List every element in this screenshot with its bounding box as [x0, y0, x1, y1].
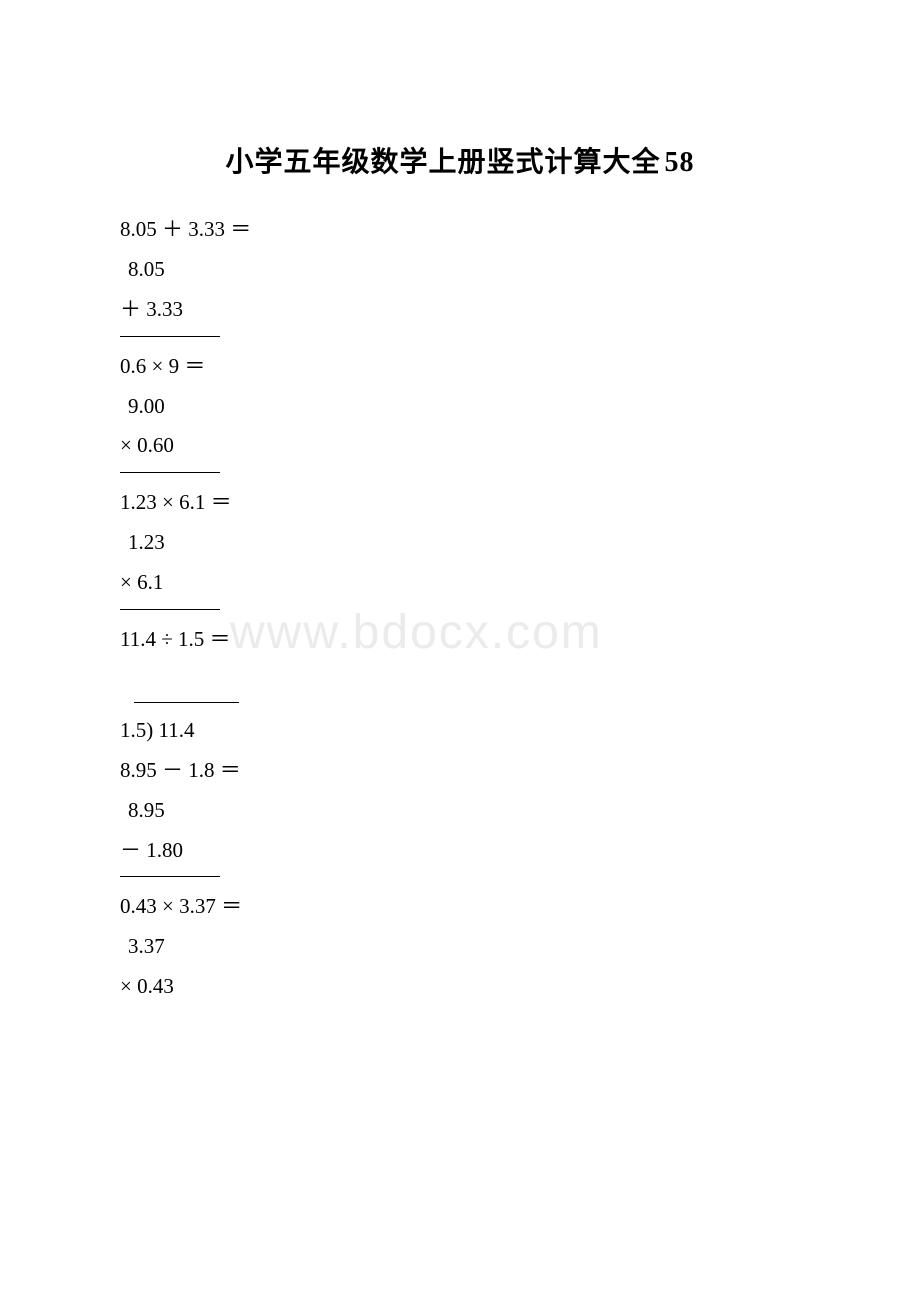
problem-operand1: 9.00 — [120, 387, 800, 427]
problem-block: 1.23 × 6.1 ＝ 1.23 × 6.1 — [120, 483, 800, 610]
problem-expression: 1.23 × 6.1 ＝ — [120, 483, 800, 523]
problem-block: 0.43 × 3.37 ＝ 3.37 × 0.43 — [120, 887, 800, 1007]
problem-operand1: 3.37 — [120, 927, 800, 967]
calculation-rule — [134, 702, 239, 703]
problem-block: 8.05 ＋ 3.33 ＝ 8.05 ＋ 3.33 — [120, 210, 800, 337]
document-content: 小学五年级数学上册竖式计算大全58 8.05 ＋ 3.33 ＝ 8.05 ＋ 3… — [120, 140, 800, 1007]
problem-operand2: × 6.1 — [120, 563, 800, 603]
problem-operand1: 1.23 — [120, 523, 800, 563]
problem-expression: 8.95 － 1.8 ＝ — [120, 751, 800, 791]
problem-expression: 8.05 ＋ 3.33 ＝ — [120, 210, 800, 250]
calculation-rule — [120, 609, 220, 610]
page-title: 小学五年级数学上册竖式计算大全58 — [120, 140, 800, 180]
problem-expression: 11.4 ÷ 1.5 ＝ — [120, 620, 800, 660]
problem-block: 11.4 ÷ 1.5 ＝ 1.5) 11.4 — [120, 620, 800, 751]
problem-block: 0.6 × 9 ＝ 9.00 × 0.60 — [120, 347, 800, 474]
title-number: 58 — [665, 147, 695, 178]
problem-operand2: ＋ 3.33 — [120, 290, 800, 330]
problem-operand1: 8.05 — [120, 250, 800, 290]
calculation-rule — [120, 336, 220, 337]
problem-division-line: 1.5) 11.4 — [120, 711, 800, 751]
problem-block: 8.95 － 1.8 ＝ 8.95 － 1.80 — [120, 751, 800, 878]
problem-expression: 0.43 × 3.37 ＝ — [120, 887, 800, 927]
problem-operand2: × 0.60 — [120, 426, 800, 466]
problem-operand2: － 1.80 — [120, 831, 800, 871]
problem-expression: 0.6 × 9 ＝ — [120, 347, 800, 387]
problem-operand1: 8.95 — [120, 791, 800, 831]
problem-operand2: × 0.43 — [120, 967, 800, 1007]
calculation-rule — [120, 472, 220, 473]
calculation-rule — [120, 876, 220, 877]
title-text: 小学五年级数学上册竖式计算大全 — [225, 147, 660, 178]
